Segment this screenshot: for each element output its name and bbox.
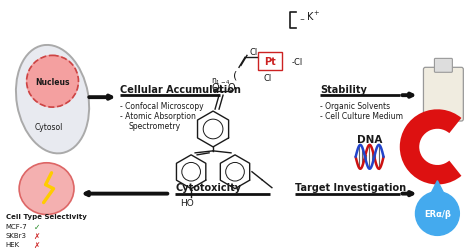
Text: Cl: Cl [264,74,272,82]
Text: ERα/β: ERα/β [424,209,451,218]
Text: HEK: HEK [6,241,20,247]
Text: Cytotoxicity: Cytotoxicity [175,182,241,192]
Text: - Atomic Absorption: - Atomic Absorption [120,111,196,120]
Text: Cell Type Selectivity: Cell Type Selectivity [6,214,87,220]
Text: MCF-7: MCF-7 [6,224,27,230]
Ellipse shape [16,46,89,154]
Text: Pt: Pt [264,57,276,67]
Text: $^-$: $^-$ [298,16,305,25]
FancyBboxPatch shape [434,59,452,73]
Text: HO: HO [180,198,194,207]
Text: Spectrometry: Spectrometry [128,121,181,130]
Ellipse shape [19,163,74,215]
Text: - Cell Culture Medium: - Cell Culture Medium [320,111,403,120]
Text: (: ( [233,70,237,80]
Circle shape [416,192,459,235]
Text: n$_{1-4}$: n$_{1-4}$ [211,76,231,86]
Text: Nucleus: Nucleus [35,77,70,86]
Text: Target Investigation: Target Investigation [295,182,406,192]
Text: Cl: Cl [250,48,258,57]
Text: SKBr3: SKBr3 [6,233,27,238]
Circle shape [27,56,79,108]
Text: ✗: ✗ [34,240,40,249]
Text: COX-1/2: COX-1/2 [420,143,454,152]
Text: O: O [227,83,235,93]
Text: O: O [211,83,219,93]
Polygon shape [428,181,447,204]
Text: Cellular Accumulation: Cellular Accumulation [120,85,241,95]
FancyBboxPatch shape [423,68,463,121]
Text: ✓: ✓ [34,222,40,231]
FancyBboxPatch shape [258,53,282,71]
Text: -Cl: -Cl [292,58,303,67]
Text: - Confocal Microscopy: - Confocal Microscopy [120,101,204,110]
Text: - Organic Solvents: - Organic Solvents [320,101,390,110]
Text: K$^+$: K$^+$ [306,10,320,23]
Text: DNA: DNA [357,134,383,144]
Text: ✗: ✗ [34,231,40,240]
Text: Cytosol: Cytosol [35,123,63,132]
Text: Stability: Stability [320,85,366,95]
